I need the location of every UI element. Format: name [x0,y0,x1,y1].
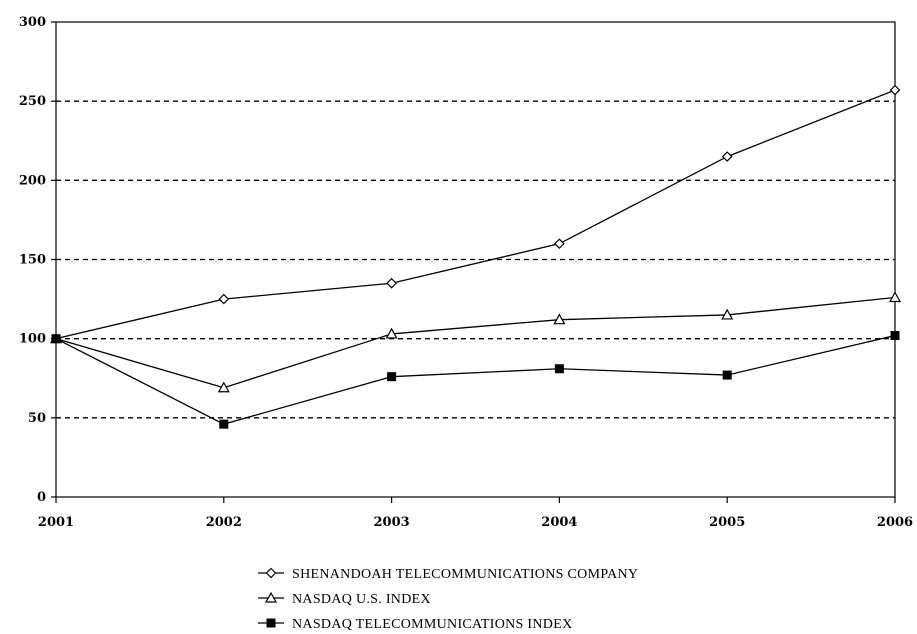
series-0-point [218,293,230,305]
legend: SHENANDOAH TELECOMMUNICATIONS COMPANY NAS… [258,567,638,632]
series-0-point [889,84,901,96]
series-2-point [51,334,61,344]
series-2-point [387,372,397,382]
series-1-point [553,313,566,325]
legend-label: NASDAQ TELECOMMUNICATIONS INDEX [292,617,572,632]
x-tick-label: 2006 [877,515,913,530]
series-2-point [890,331,900,340]
legend-item: NASDAQ TELECOMMUNICATIONS INDEX [258,617,572,632]
series-line-2 [55,334,896,425]
legend-item: SHENANDOAH TELECOMMUNICATIONS COMPANY [258,567,638,582]
x-axis-ticks: 2001 2002 2003 2004 2005 2006 [38,497,913,530]
x-tick-label: 2004 [541,515,577,530]
series-line-0 [55,89,896,340]
y-tick-label: 50 [28,411,46,426]
y-tick-label: 250 [19,94,46,109]
series-1-point [217,381,230,393]
x-tick-label: 2002 [206,515,242,530]
y-tick-label: 0 [37,490,46,505]
series-0-point [554,238,565,250]
x-tick-label: 2005 [709,515,745,530]
series-2-point [722,370,732,380]
y-tick-label: 100 [19,332,46,347]
series-line-1 [55,296,896,389]
series-2-point [219,419,229,429]
legend-item: NASDAQ U.S. INDEX [258,591,431,607]
series-1-point [721,308,734,320]
y-tick-label: 200 [19,173,46,188]
y-tick-label: 300 [19,15,46,30]
legend-label: NASDAQ U.S. INDEX [292,592,431,607]
series-0-point [386,277,397,289]
series-2-point [554,364,564,374]
y-axis-ticks: 0 50 100 150 200 250 300 [19,15,56,505]
series-markers [49,84,902,429]
series-1-point [888,291,902,303]
series-lines [55,89,896,425]
series-1-point [385,327,398,339]
x-tick-label: 2001 [38,515,74,530]
legend-marker-triangle [264,591,278,603]
series-0-point [721,151,733,162]
x-tick-label: 2003 [374,515,410,530]
legend-label: SHENANDOAH TELECOMMUNICATIONS COMPANY [292,567,638,582]
y-tick-label: 150 [19,253,46,268]
legend-marker-square [266,618,276,628]
legend-marker-diamond [265,567,277,579]
grid-lines [56,100,895,419]
